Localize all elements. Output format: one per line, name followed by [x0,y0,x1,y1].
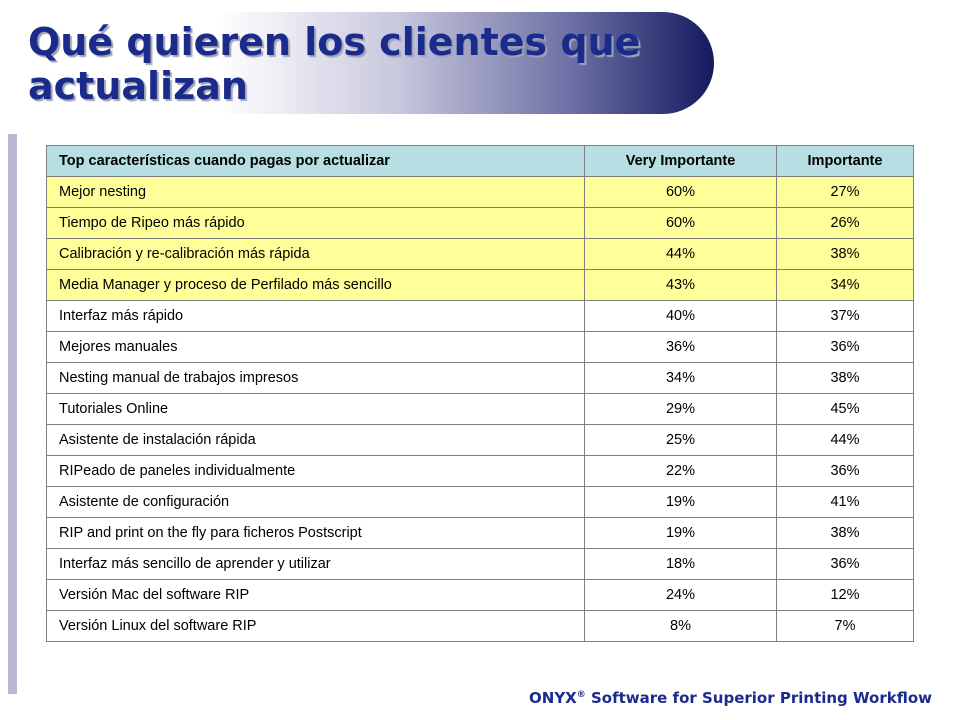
very-important-cell: 8% [584,610,777,642]
very-important-cell: 18% [584,548,777,580]
table-row: Asistente de instalación rápida 25% 44% [46,424,914,456]
important-cell: 36% [776,331,914,363]
important-cell: 38% [776,517,914,549]
feature-cell: Asistente de instalación rápida [46,424,585,456]
very-important-cell: 36% [584,331,777,363]
very-important-cell: 29% [584,393,777,425]
table-row: Asistente de configuración 19% 41% [46,486,914,518]
feature-cell: Versión Linux del software RIP [46,610,585,642]
important-cell: 26% [776,207,914,239]
table-row: RIP and print on the fly para ficheros P… [46,517,914,549]
feature-cell: Tutoriales Online [46,393,585,425]
table-row: Mejor nesting 60% 27% [46,176,914,208]
important-cell: 12% [776,579,914,611]
left-accent-bar [8,134,17,694]
features-table: Top características cuando pagas por act… [46,145,914,642]
important-cell: 38% [776,238,914,270]
very-important-cell: 60% [584,207,777,239]
table-row: Tutoriales Online 29% 45% [46,393,914,425]
very-important-cell: 43% [584,269,777,301]
table-row: Interfaz más sencillo de aprender y util… [46,548,914,580]
important-cell: 38% [776,362,914,394]
important-cell: 37% [776,300,914,332]
header-features: Top características cuando pagas por act… [46,145,585,177]
registered-mark: ® [576,690,586,700]
very-important-cell: 34% [584,362,777,394]
very-important-cell: 40% [584,300,777,332]
table-row: Versión Linux del software RIP 8% 7% [46,610,914,642]
very-important-cell: 24% [584,579,777,611]
feature-cell: Interfaz más rápido [46,300,585,332]
very-important-cell: 22% [584,455,777,487]
important-cell: 44% [776,424,914,456]
very-important-cell: 25% [584,424,777,456]
important-cell: 41% [776,486,914,518]
table-row: RIPeado de paneles individualmente 22% 36% [46,455,914,487]
table-row: Versión Mac del software RIP 24% 12% [46,579,914,611]
feature-cell: RIP and print on the fly para ficheros P… [46,517,585,549]
feature-cell: Nesting manual de trabajos impresos [46,362,585,394]
feature-cell: Tiempo de Ripeo más rápido [46,207,585,239]
very-important-cell: 19% [584,517,777,549]
feature-cell: Mejor nesting [46,176,585,208]
very-important-cell: 19% [584,486,777,518]
table-row: Nesting manual de trabajos impresos 34% 38… [46,362,914,394]
feature-cell: Mejores manuales [46,331,585,363]
header-very-important: Very Importante [584,145,777,177]
important-cell: 36% [776,455,914,487]
important-cell: 34% [776,269,914,301]
table-row: Media Manager y proceso de Perfilado más… [46,269,914,301]
table-body: Mejor nesting 60% 27% Tiempo de Ripeo más r… [46,176,914,642]
feature-cell: Asistente de configuración [46,486,585,518]
table-header-row: Top características cuando pagas por act… [46,145,914,177]
brand-tagline: Software for Superior Printing Workflow [585,689,932,707]
important-cell: 27% [776,176,914,208]
table-row: Interfaz más rápido 40% 37% [46,300,914,332]
table-row: Calibración y re-calibración más rápida 4… [46,238,914,270]
feature-cell: RIPeado de paneles individualmente [46,455,585,487]
important-cell: 36% [776,548,914,580]
very-important-cell: 44% [584,238,777,270]
feature-cell: Interfaz más sencillo de aprender y util… [46,548,585,580]
feature-cell: Calibración y re-calibración más rápida [46,238,585,270]
brand-name: ONYX [529,689,577,707]
footer-branding: ONYX® Software for Superior Printing Wor… [529,689,932,707]
table-row: Tiempo de Ripeo más rápido 60% 26% [46,207,914,239]
very-important-cell: 60% [584,176,777,208]
feature-cell: Versión Mac del software RIP [46,579,585,611]
important-cell: 7% [776,610,914,642]
slide-title: Qué quieren los clientes que actualizan [28,20,641,108]
title-banner [8,12,714,114]
table-row: Mejores manuales 36% 36% [46,331,914,363]
important-cell: 45% [776,393,914,425]
header-important: Importante [776,145,914,177]
feature-cell: Media Manager y proceso de Perfilado más… [46,269,585,301]
